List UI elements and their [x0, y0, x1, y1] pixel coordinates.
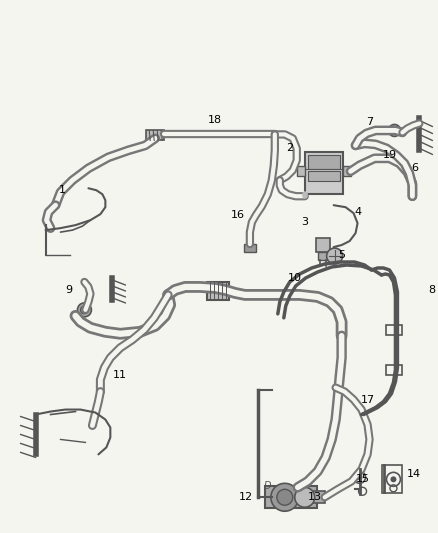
Circle shape [357, 474, 363, 480]
Text: 1: 1 [59, 185, 66, 195]
Circle shape [390, 477, 396, 482]
Text: 4: 4 [354, 207, 361, 217]
Text: 15: 15 [356, 474, 370, 484]
Text: 10: 10 [288, 273, 302, 283]
Circle shape [277, 489, 293, 505]
Text: 7: 7 [366, 117, 373, 127]
Circle shape [389, 124, 400, 136]
Circle shape [271, 483, 299, 511]
Bar [146, 131, 164, 140]
Text: 11: 11 [113, 370, 127, 379]
Bar [386, 365, 403, 375]
Bar [297, 166, 305, 176]
Bar [308, 155, 339, 169]
Text: 2: 2 [286, 143, 293, 154]
Text: 18: 18 [208, 116, 222, 125]
Bar [244, 244, 256, 252]
Text: 13: 13 [308, 492, 321, 502]
Bar [305, 152, 343, 194]
Bar [308, 171, 339, 181]
Text: 16: 16 [231, 210, 245, 220]
Text: 9: 9 [65, 285, 72, 295]
Text: 17: 17 [360, 394, 374, 405]
Bar [318, 252, 328, 260]
Bar [316, 238, 330, 252]
Text: 5: 5 [338, 250, 345, 260]
Bar [386, 325, 403, 335]
Text: 6: 6 [411, 163, 418, 173]
Circle shape [78, 303, 92, 317]
Text: 8: 8 [428, 285, 435, 295]
Bar [309, 491, 325, 503]
Circle shape [327, 248, 343, 264]
Bar [343, 166, 350, 176]
Text: 12: 12 [239, 492, 253, 502]
Text: 3: 3 [301, 217, 308, 227]
Text: 19: 19 [382, 150, 396, 160]
Bar [265, 486, 317, 508]
Text: 14: 14 [407, 470, 421, 479]
Bar [207, 282, 229, 300]
Bar [382, 465, 403, 493]
Circle shape [295, 487, 314, 507]
Circle shape [81, 306, 88, 314]
Text: D: D [264, 481, 272, 491]
